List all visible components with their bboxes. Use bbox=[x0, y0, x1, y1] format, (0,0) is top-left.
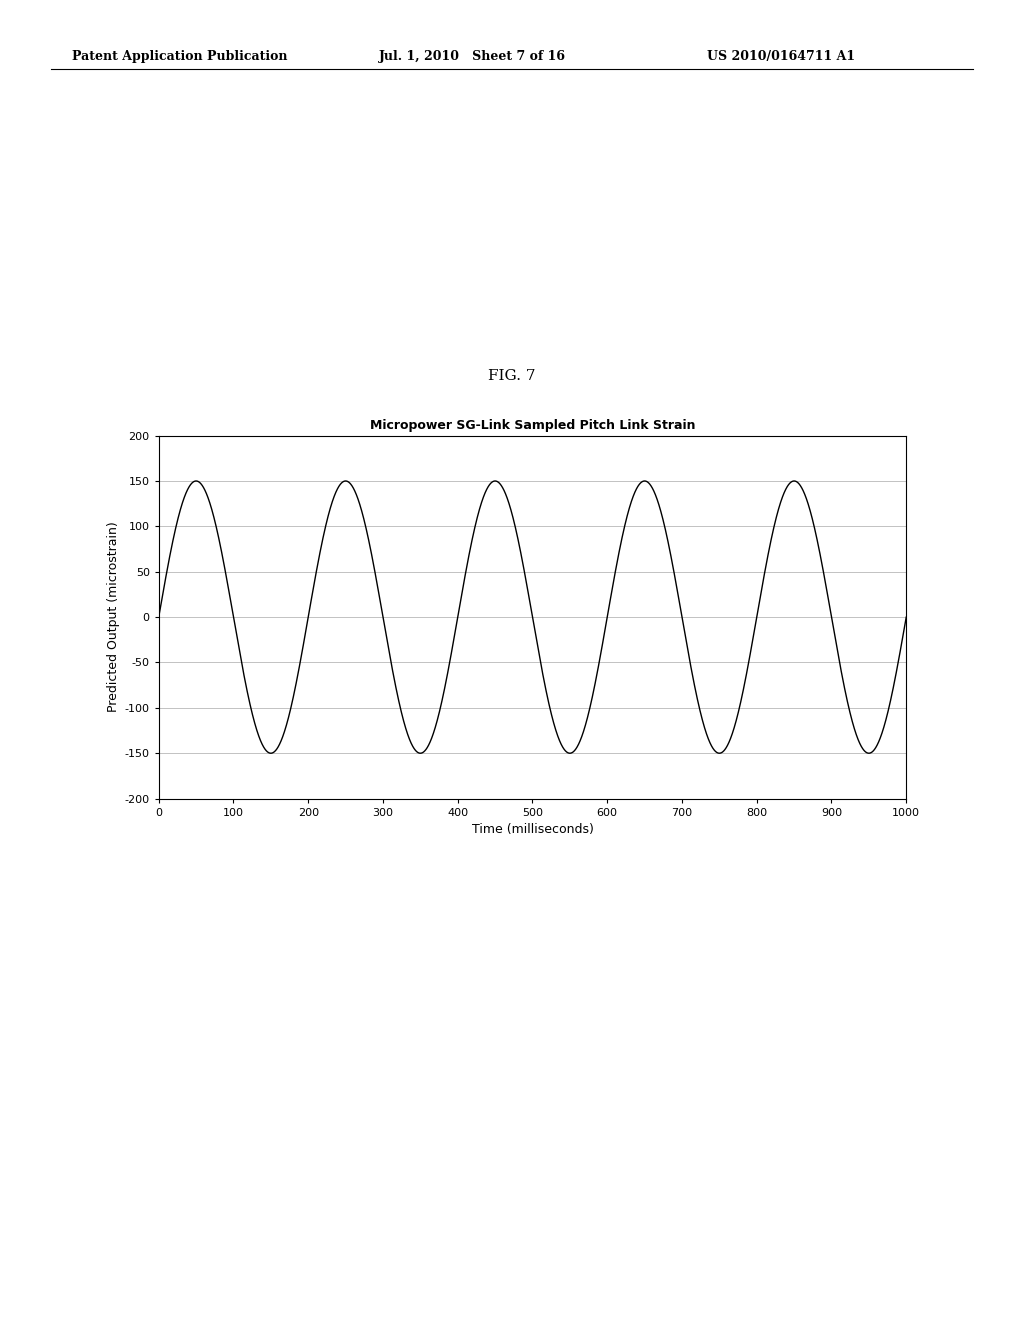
Text: Jul. 1, 2010   Sheet 7 of 16: Jul. 1, 2010 Sheet 7 of 16 bbox=[379, 50, 566, 63]
Title: Micropower SG-Link Sampled Pitch Link Strain: Micropower SG-Link Sampled Pitch Link St… bbox=[370, 418, 695, 432]
Text: US 2010/0164711 A1: US 2010/0164711 A1 bbox=[707, 50, 855, 63]
Text: FIG. 7: FIG. 7 bbox=[488, 370, 536, 383]
Text: Patent Application Publication: Patent Application Publication bbox=[72, 50, 287, 63]
Y-axis label: Predicted Output (microstrain): Predicted Output (microstrain) bbox=[108, 521, 121, 713]
X-axis label: Time (milliseconds): Time (milliseconds) bbox=[471, 824, 594, 836]
